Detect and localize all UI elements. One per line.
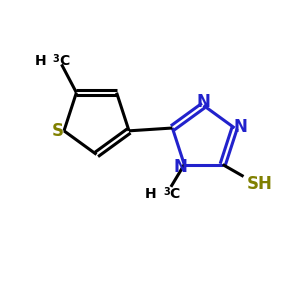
Text: 3: 3 [52, 54, 59, 64]
Text: H: H [145, 187, 157, 201]
Text: C: C [59, 54, 69, 68]
Text: N: N [174, 158, 188, 176]
Text: N: N [233, 118, 247, 136]
Text: SH: SH [247, 175, 272, 193]
Text: 3: 3 [163, 187, 170, 197]
Text: S: S [52, 122, 64, 140]
Text: N: N [196, 93, 210, 111]
Text: H: H [34, 54, 46, 68]
Text: C: C [170, 187, 180, 201]
